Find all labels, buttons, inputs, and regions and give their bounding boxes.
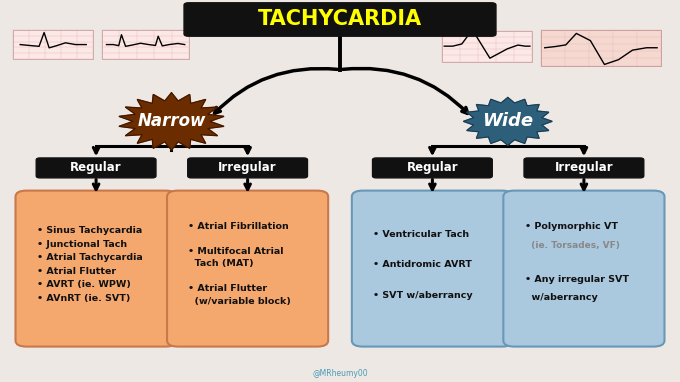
Text: Wide: Wide	[482, 112, 533, 130]
FancyBboxPatch shape	[167, 191, 328, 346]
Text: • Atrial Fibrillation

• Multifocal Atrial
  Tach (MAT)

• Atrial Flutter
  (w/v: • Atrial Fibrillation • Multifocal Atria…	[188, 222, 291, 306]
Text: Regular: Regular	[407, 162, 458, 175]
FancyBboxPatch shape	[524, 158, 644, 178]
FancyBboxPatch shape	[503, 191, 664, 346]
Text: w/aberrancy: w/aberrancy	[525, 293, 598, 302]
Text: Narrow: Narrow	[137, 112, 205, 130]
FancyBboxPatch shape	[36, 158, 156, 178]
Text: (ie. Torsades, VF): (ie. Torsades, VF)	[525, 241, 619, 250]
Text: • Ventricular Tach

• Antidromic AVRT

• SVT w/aberrancy: • Ventricular Tach • Antidromic AVRT • S…	[373, 230, 473, 300]
FancyBboxPatch shape	[352, 191, 513, 346]
FancyBboxPatch shape	[16, 191, 177, 346]
Polygon shape	[119, 93, 224, 150]
Bar	[102, 30, 189, 59]
FancyBboxPatch shape	[184, 3, 496, 36]
FancyBboxPatch shape	[188, 158, 307, 178]
Text: • Polymorphic VT: • Polymorphic VT	[525, 222, 618, 231]
Text: Irregular: Irregular	[555, 162, 613, 175]
Text: • Any irregular SVT: • Any irregular SVT	[525, 275, 629, 284]
Text: @MRheumy00: @MRheumy00	[312, 369, 368, 378]
Bar	[541, 30, 661, 66]
Bar	[14, 30, 93, 59]
Polygon shape	[464, 97, 552, 145]
Text: Irregular: Irregular	[218, 162, 277, 175]
Text: • Sinus Tachycardia
• Junctional Tach
• Atrial Tachycardia
• Atrial Flutter
• AV: • Sinus Tachycardia • Junctional Tach • …	[37, 226, 143, 303]
Text: Regular: Regular	[70, 162, 122, 175]
FancyBboxPatch shape	[373, 158, 492, 178]
Bar	[442, 31, 532, 62]
Text: TACHYCARDIA: TACHYCARDIA	[258, 10, 422, 29]
